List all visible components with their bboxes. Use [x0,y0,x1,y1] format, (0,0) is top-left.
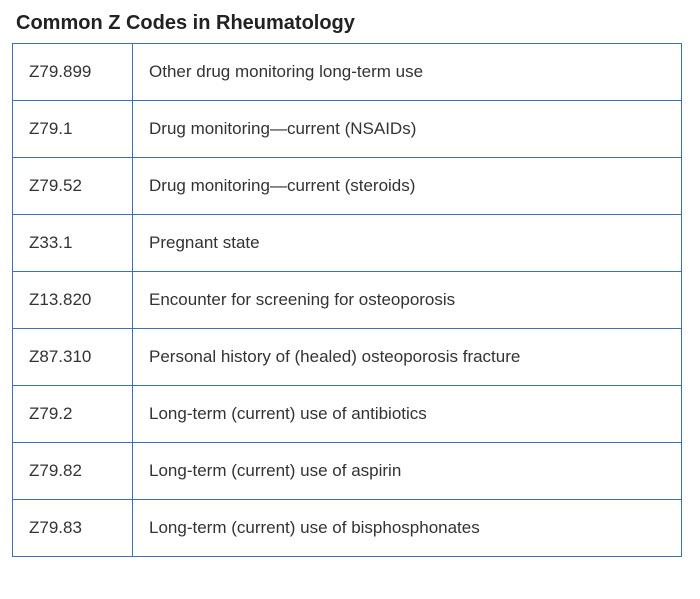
code-cell: Z33.1 [13,215,133,272]
table-row: Z79.82 Long-term (current) use of aspiri… [13,443,682,500]
table-row: Z33.1 Pregnant state [13,215,682,272]
code-cell: Z87.310 [13,329,133,386]
desc-cell: Drug monitoring—current (steroids) [133,158,682,215]
table-row: Z79.899 Other drug monitoring long-term … [13,44,682,101]
code-cell: Z79.2 [13,386,133,443]
page-title: Common Z Codes in Rheumatology [16,12,688,35]
desc-cell: Other drug monitoring long-term use [133,44,682,101]
table-row: Z79.52 Drug monitoring—current (steroids… [13,158,682,215]
code-cell: Z79.82 [13,443,133,500]
table-row: Z79.1 Drug monitoring—current (NSAIDs) [13,101,682,158]
zcodes-table: Z79.899 Other drug monitoring long-term … [12,43,682,557]
code-cell: Z79.1 [13,101,133,158]
code-cell: Z79.52 [13,158,133,215]
desc-cell: Long-term (current) use of aspirin [133,443,682,500]
code-cell: Z79.83 [13,500,133,557]
desc-cell: Long-term (current) use of antibiotics [133,386,682,443]
table-row: Z87.310 Personal history of (healed) ost… [13,329,682,386]
desc-cell: Personal history of (healed) osteoporosi… [133,329,682,386]
code-cell: Z13.820 [13,272,133,329]
desc-cell: Pregnant state [133,215,682,272]
desc-cell: Drug monitoring—current (NSAIDs) [133,101,682,158]
table-row: Z79.2 Long-term (current) use of antibio… [13,386,682,443]
desc-cell: Long-term (current) use of bisphosphonat… [133,500,682,557]
desc-cell: Encounter for screening for osteoporosis [133,272,682,329]
table-row: Z13.820 Encounter for screening for oste… [13,272,682,329]
table-row: Z79.83 Long-term (current) use of bispho… [13,500,682,557]
code-cell: Z79.899 [13,44,133,101]
